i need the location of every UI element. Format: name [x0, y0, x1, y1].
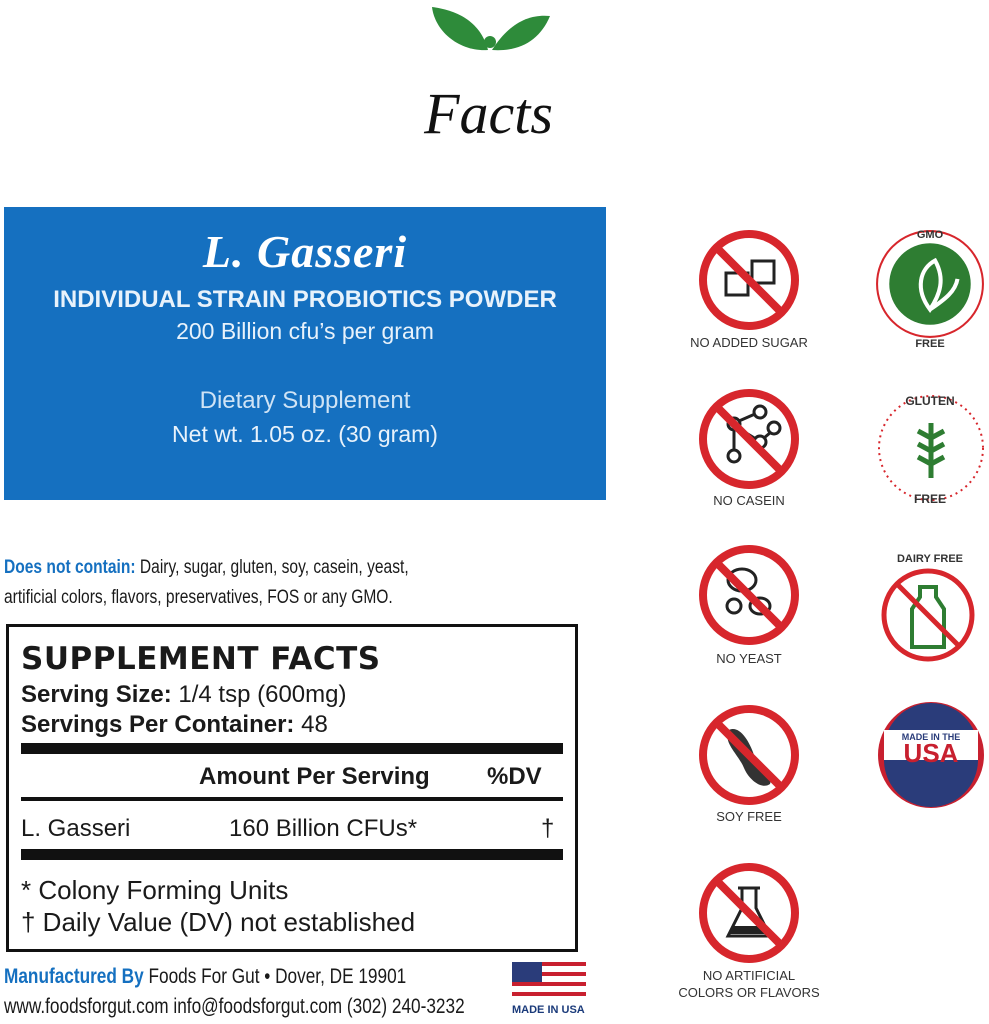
product-type: Dietary Supplement — [199, 387, 411, 414]
footnote-dv: † Daily Value (DV) not established — [21, 907, 416, 937]
product-subtitle: INDIVIDUAL STRAIN PROBIOTICS POWDER — [53, 286, 557, 313]
product-potency: 200 Billion cfu’s per gram — [176, 318, 434, 344]
manufacturer-info: Manufactured By Foods For Gut • Dover, D… — [4, 962, 465, 1022]
gluten-top: GLUTEN — [905, 394, 955, 408]
dairy-free-icon — [881, 568, 975, 662]
divider — [21, 743, 563, 754]
serving-size-value: 1/4 tsp (600mg) — [178, 681, 347, 708]
dv-header: %DV — [487, 763, 542, 790]
supplement-facts-panel: SUPPLEMENT FACTS Serving Size: 1/4 tsp (… — [6, 624, 578, 952]
svg-text:MADE IN THE: MADE IN THE — [902, 732, 961, 742]
no-artificial-label: NO ARTIFICIAL COLORS OR FLAVORS — [678, 968, 820, 1000]
gmo-free-icon — [876, 230, 984, 338]
manufacturer-contact: www.foodsforgut.com info@foodsforgut.com… — [4, 995, 465, 1018]
no-casein-icon — [699, 389, 799, 489]
manufacturer-label: Manufactured By — [4, 965, 144, 988]
no-sugar-label: NO ADDED SUGAR — [690, 335, 808, 350]
allergen-statement: Does not contain: Dairy, sugar, gluten, … — [4, 553, 496, 613]
contains-label: Does not contain: — [4, 557, 136, 578]
no-artificial-icon — [699, 863, 799, 963]
no-casein-label: NO CASEIN — [713, 493, 785, 508]
no-yeast-icon — [699, 545, 799, 645]
dairy-free-label: DAIRY FREE — [896, 553, 963, 565]
divider — [21, 849, 563, 860]
footnote-cfu: * Colony Forming Units — [21, 875, 289, 905]
amount-header: Amount Per Serving — [199, 763, 430, 790]
soy-free-icon — [699, 705, 799, 805]
contains-text-1: Dairy, sugar, gluten, soy, casein, yeast… — [139, 557, 409, 578]
product-name: L. Gasseri — [202, 226, 408, 277]
gluten-bottom: FREE — [913, 492, 946, 506]
divider — [21, 797, 563, 801]
gmo-bottom: FREE — [915, 338, 945, 350]
net-weight: Net wt. 1.05 oz. (30 gram) — [172, 421, 438, 447]
gluten-free-icon — [878, 395, 984, 501]
us-flag-icon — [512, 962, 586, 996]
no-yeast-label: NO YEAST — [716, 651, 782, 666]
ingredient-amount: 160 Billion CFUs* — [229, 815, 418, 842]
gmo-top: GMO — [916, 229, 944, 241]
made-in-usa-text: MADE IN USA — [512, 1004, 585, 1016]
serving-size-label: Serving Size: — [21, 681, 172, 708]
ingredient-dv: † — [541, 815, 555, 842]
leaf-logo-icon — [432, 7, 550, 51]
ingredient-name: L. Gasseri — [21, 815, 131, 842]
no-sugar-icon — [699, 230, 799, 330]
facts-heading: SUPPLEMENT FACTS — [21, 641, 381, 677]
product-banner: L. Gasseri INDIVIDUAL STRAIN PROBIOTICS … — [4, 207, 606, 500]
manufacturer-address: Foods For Gut • Dover, DE 19901 — [148, 965, 407, 988]
servings-label: Servings Per Container: — [21, 711, 295, 738]
contains-text-2: artificial colors, flavors, preservative… — [4, 587, 393, 608]
soy-free-label: SOY FREE — [716, 809, 782, 824]
servings-value: 48 — [301, 711, 328, 738]
svg-text:USA: USA — [904, 738, 959, 768]
page-title: Facts — [424, 81, 553, 146]
